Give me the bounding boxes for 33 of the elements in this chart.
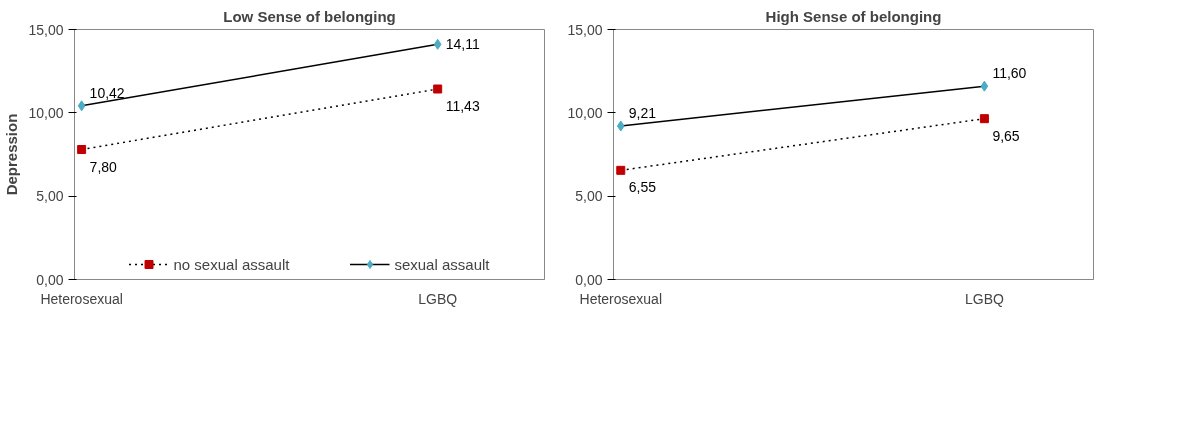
- point: [433, 84, 443, 94]
- data-label: 14,11: [445, 36, 480, 53]
- x-tick-label: LGBQ: [964, 290, 1004, 307]
- data-label: 11,43: [445, 98, 480, 114]
- data-label: 9,65: [992, 127, 1020, 144]
- x-tick-label: Heterosexual: [579, 290, 663, 307]
- chart-title: Low Sense of belonging: [223, 7, 396, 25]
- point: [433, 38, 442, 50]
- point: [979, 114, 989, 124]
- point: [616, 120, 625, 132]
- y-axis-title: Depression: [3, 113, 21, 196]
- y-tick-label: 15,00: [567, 21, 603, 38]
- x-tick-label: Heterosexual: [40, 290, 123, 307]
- legend-label: no sexual assault: [173, 255, 290, 273]
- y-tick-label: 15,00: [28, 21, 64, 38]
- y-tick-label: 5,00: [575, 188, 603, 205]
- data-label: 6,55: [628, 179, 657, 196]
- data-label: 11,60: [992, 65, 1027, 82]
- chart-title: High Sense of belonging: [765, 7, 942, 25]
- data-label: 10,42: [89, 84, 125, 101]
- y-tick-label: 0,00: [36, 271, 64, 288]
- point: [980, 80, 989, 92]
- y-tick-label: 10,00: [567, 104, 603, 121]
- y-tick-label: 0,00: [575, 271, 603, 288]
- point: [77, 100, 86, 112]
- data-label: 7,80: [89, 158, 118, 175]
- x-tick-label: LGBQ: [418, 290, 458, 307]
- point: [616, 165, 626, 175]
- y-tick-label: 5,00: [36, 188, 64, 205]
- data-label: 9,21: [628, 105, 657, 121]
- point: [77, 145, 87, 154]
- legend-label: sexual assault: [394, 255, 490, 273]
- y-tick-label: 10,00: [28, 104, 64, 121]
